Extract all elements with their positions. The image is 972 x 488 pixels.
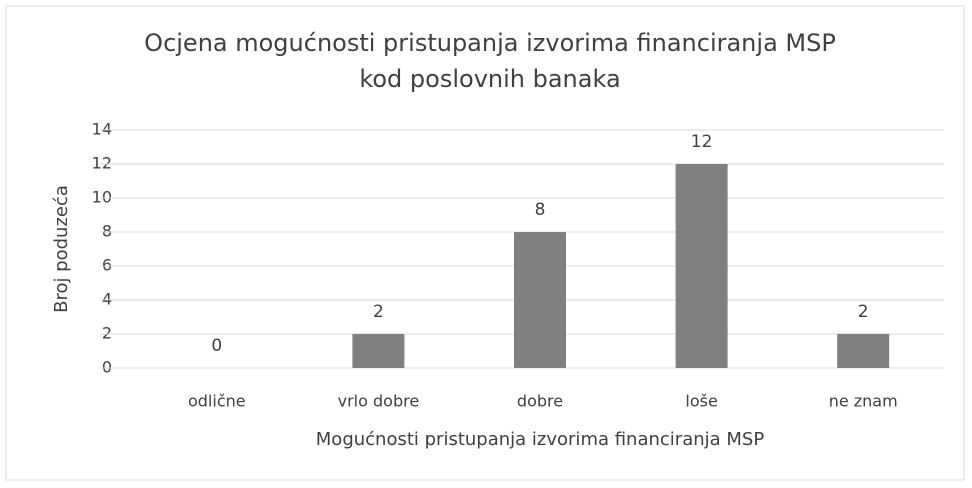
chart-title: kod poslovnih banaka — [359, 65, 620, 93]
x-axis-label: Mogućnosti pristupanja izvorima financir… — [316, 429, 765, 450]
bar — [514, 232, 566, 368]
bar — [837, 334, 890, 368]
x-tick-label: ne znam — [829, 392, 898, 411]
y-tick-label: 6 — [102, 256, 112, 275]
y-tick-label: 0 — [102, 358, 112, 377]
x-tick-label: dobre — [517, 392, 563, 411]
y-tick-label: 2 — [102, 324, 112, 343]
chart-border — [5, 5, 965, 481]
x-tick-label: vrlo dobre — [338, 392, 420, 411]
y-tick-label: 14 — [92, 120, 112, 139]
y-tick-label: 4 — [102, 290, 112, 309]
y-axis-label: Broj poduzeća — [51, 185, 72, 313]
x-tick-label: odlične — [188, 392, 246, 411]
y-tick-label: 10 — [92, 188, 112, 207]
chart-title: Ocjena mogućnosti pristupanja izvorima f… — [144, 29, 836, 57]
data-label: 8 — [535, 200, 546, 220]
data-label: 2 — [373, 302, 384, 322]
data-label: 2 — [858, 302, 869, 322]
bar — [675, 164, 728, 368]
data-label: 12 — [691, 132, 713, 152]
y-tick-label: 8 — [102, 222, 112, 241]
x-tick-label: loše — [685, 392, 717, 411]
bar — [352, 334, 405, 368]
data-label: 0 — [211, 336, 222, 356]
y-tick-label: 12 — [92, 154, 112, 173]
